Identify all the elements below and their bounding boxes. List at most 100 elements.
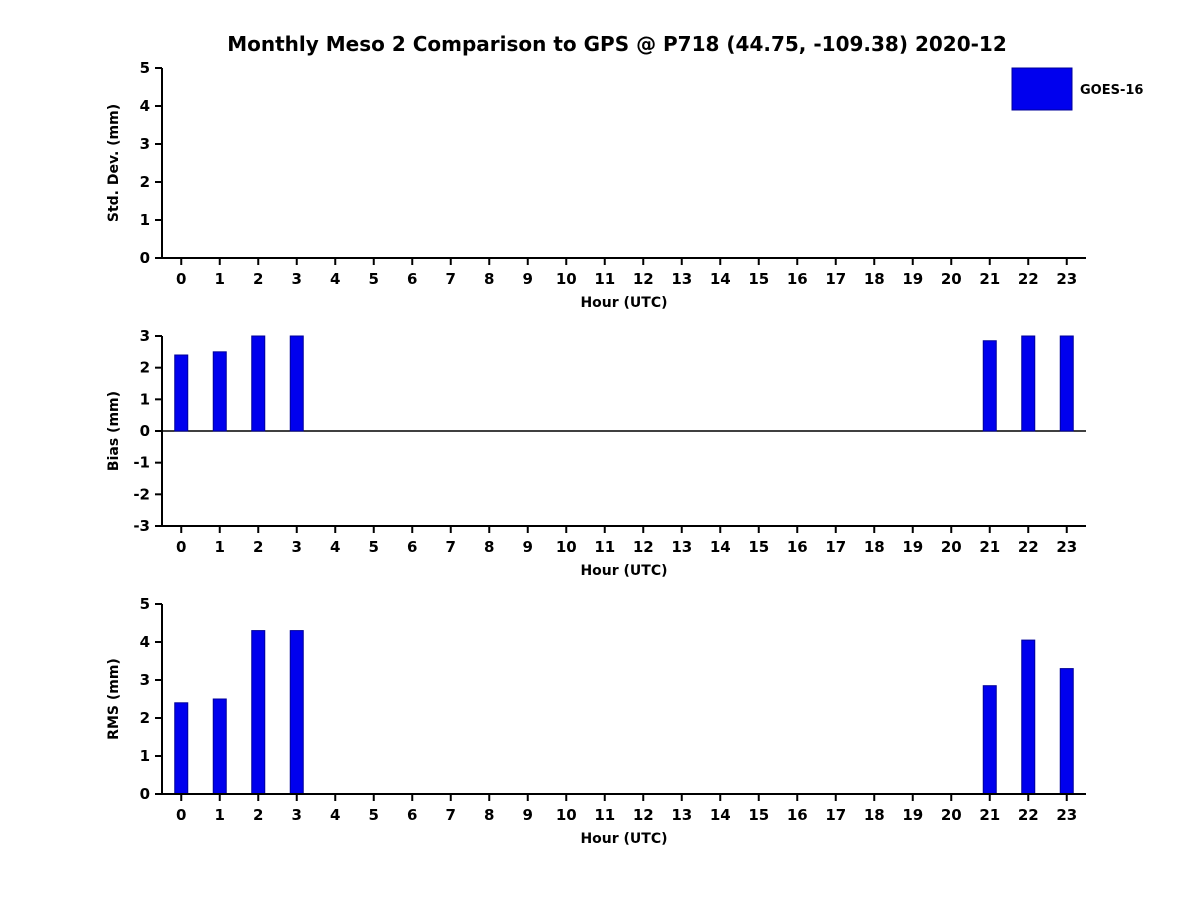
rms-x-tick-label: 4 (330, 806, 340, 824)
std-dev-x-tick-label: 16 (787, 270, 808, 288)
legend-label: GOES-16 (1080, 83, 1143, 98)
std-dev-y-tick-label: 1 (140, 211, 150, 229)
bias-x-tick-label: 1 (215, 538, 225, 556)
rms-bar-hour-23 (1059, 668, 1074, 795)
std-dev-x-tick-label: 22 (1018, 270, 1039, 288)
rms-x-tick-label: 23 (1056, 806, 1077, 824)
bias-x-tick-label: 23 (1056, 538, 1077, 556)
std-dev-x-tick-label: 1 (215, 270, 225, 288)
rms-bar-hour-1 (212, 698, 227, 795)
bias-x-tick-label: 17 (825, 538, 846, 556)
bias-xlabel: Hour (UTC) (580, 563, 667, 579)
bias-y-tick-label: 1 (140, 390, 150, 408)
bias-bar-hour-22 (1021, 335, 1036, 432)
rms-y-tick-label: 4 (140, 633, 150, 651)
bias-x-tick-label: 3 (292, 538, 302, 556)
bias-x-tick-label: 16 (787, 538, 808, 556)
bias-ylabel: Bias (mm) (106, 391, 122, 471)
rms-xlabel: Hour (UTC) (580, 831, 667, 847)
bias-bar-hour-23 (1059, 335, 1074, 432)
bias-y-tick-label: 2 (140, 359, 150, 377)
rms-x-tick-label: 15 (748, 806, 769, 824)
bias-y-tick-label: 0 (140, 422, 150, 440)
bias-y-tick-label: 3 (140, 327, 150, 345)
bias-x-tick-label: 10 (556, 538, 577, 556)
bias-x-tick-label: 8 (484, 538, 494, 556)
std-dev-x-tick-label: 21 (979, 270, 1000, 288)
rms-x-tick-label: 2 (253, 806, 263, 824)
std-dev-x-tick-label: 23 (1056, 270, 1077, 288)
std-dev-x-tick-label: 17 (825, 270, 846, 288)
rms-x-tick-label: 12 (633, 806, 654, 824)
std-dev-x-tick-label: 3 (292, 270, 302, 288)
std-dev-x-tick-label: 4 (330, 270, 340, 288)
rms-bar-hour-2 (251, 630, 266, 795)
bias-x-tick-label: 20 (941, 538, 962, 556)
std-dev-ylabel: Std. Dev. (mm) (106, 104, 122, 222)
std-dev-x-tick-label: 20 (941, 270, 962, 288)
std-dev-x-tick-label: 13 (671, 270, 692, 288)
rms-x-tick-label: 11 (594, 806, 615, 824)
rms-x-tick-label: 14 (710, 806, 731, 824)
std-dev-y-tick-label: 2 (140, 173, 150, 191)
rms-x-tick-label: 21 (979, 806, 1000, 824)
rms-ylabel: RMS (mm) (106, 658, 122, 740)
std-dev-x-tick-label: 7 (446, 270, 456, 288)
std-dev-y-tick-label: 3 (140, 135, 150, 153)
std-dev-x-tick-label: 2 (253, 270, 263, 288)
std-dev-x-tick-label: 18 (864, 270, 885, 288)
std-dev-x-tick-label: 14 (710, 270, 731, 288)
std-dev-y-tick-label: 5 (140, 59, 150, 77)
rms-x-tick-label: 20 (941, 806, 962, 824)
bias-bar-hour-3 (289, 335, 304, 432)
std-dev-x-tick-label: 9 (523, 270, 533, 288)
rms-x-tick-label: 1 (215, 806, 225, 824)
rms-x-tick-label: 18 (864, 806, 885, 824)
bias-x-tick-label: 4 (330, 538, 340, 556)
std-dev-xlabel: Hour (UTC) (580, 295, 667, 311)
bias-bar-hour-1 (212, 351, 227, 432)
bias-y-tick-label: -3 (133, 517, 150, 535)
rms-x-tick-label: 17 (825, 806, 846, 824)
bias-y-tick-label: -2 (133, 485, 150, 503)
bias-x-tick-label: 22 (1018, 538, 1039, 556)
legend-swatch (1011, 67, 1073, 111)
std-dev-x-tick-label: 5 (369, 270, 379, 288)
rms-x-tick-label: 16 (787, 806, 808, 824)
bias-x-tick-label: 5 (369, 538, 379, 556)
rms-x-tick-label: 22 (1018, 806, 1039, 824)
std-dev-y-tick-label: 0 (140, 249, 150, 267)
rms-x-tick-label: 0 (176, 806, 186, 824)
rms-y-tick-label: 2 (140, 709, 150, 727)
bias-x-tick-label: 13 (671, 538, 692, 556)
bias-x-tick-label: 2 (253, 538, 263, 556)
rms-x-tick-label: 7 (446, 806, 456, 824)
std-dev-x-tick-label: 15 (748, 270, 769, 288)
std-dev-x-tick-label: 12 (633, 270, 654, 288)
bias-x-tick-label: 11 (594, 538, 615, 556)
std-dev-x-tick-label: 19 (902, 270, 923, 288)
rms-y-tick-label: 3 (140, 671, 150, 689)
bias-x-tick-label: 18 (864, 538, 885, 556)
bias-bar-hour-21 (982, 340, 997, 432)
rms-x-tick-label: 8 (484, 806, 494, 824)
bias-x-tick-label: 6 (407, 538, 417, 556)
rms-x-tick-label: 13 (671, 806, 692, 824)
rms-x-tick-label: 6 (407, 806, 417, 824)
rms-x-tick-label: 10 (556, 806, 577, 824)
bias-x-tick-label: 14 (710, 538, 731, 556)
rms-bar-hour-21 (982, 685, 997, 795)
rms-bar-hour-22 (1021, 639, 1036, 795)
chart-title: Monthly Meso 2 Comparison to GPS @ P718 … (227, 32, 1007, 56)
rms-y-tick-label: 0 (140, 785, 150, 803)
bias-x-tick-label: 7 (446, 538, 456, 556)
rms-x-tick-label: 5 (369, 806, 379, 824)
rms-bar-hour-0 (174, 702, 189, 795)
std-dev-y-tick-label: 4 (140, 97, 150, 115)
bias-x-tick-label: 12 (633, 538, 654, 556)
bias-x-tick-label: 19 (902, 538, 923, 556)
